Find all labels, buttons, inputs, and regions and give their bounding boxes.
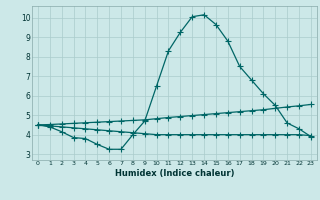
X-axis label: Humidex (Indice chaleur): Humidex (Indice chaleur) bbox=[115, 169, 234, 178]
